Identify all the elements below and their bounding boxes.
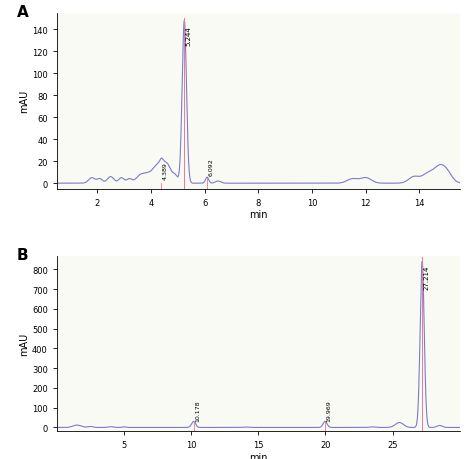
- Text: 4.389: 4.389: [163, 162, 167, 179]
- Text: 6.092: 6.092: [208, 158, 213, 176]
- Text: 19.969: 19.969: [327, 399, 331, 420]
- Text: B: B: [17, 247, 28, 262]
- Text: 27.214: 27.214: [424, 265, 429, 290]
- X-axis label: min: min: [249, 210, 268, 220]
- Text: 5.244: 5.244: [185, 26, 191, 46]
- Y-axis label: mAU: mAU: [19, 90, 29, 113]
- Y-axis label: mAU: mAU: [19, 332, 29, 355]
- Text: 10.178: 10.178: [195, 399, 200, 420]
- X-axis label: min: min: [249, 452, 268, 459]
- Text: A: A: [17, 5, 28, 20]
